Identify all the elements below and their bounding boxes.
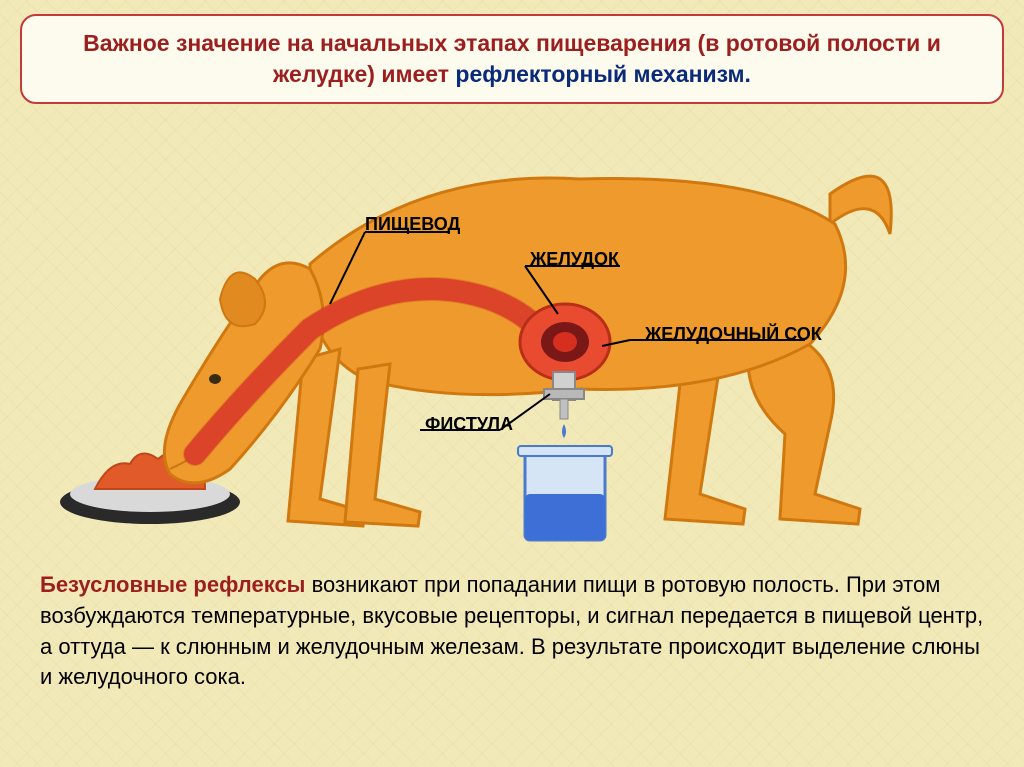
beaker xyxy=(518,446,612,540)
diagram-area: ПИЩЕВОД ЖЕЛУДОК ЖЕЛУДОЧНЫЙ СОК ФИСТУЛА xyxy=(20,114,1004,564)
label-gastric-juice: ЖЕЛУДОЧНЫЙ СОК xyxy=(645,324,822,345)
label-fistula: ФИСТУЛА xyxy=(425,414,513,435)
label-stomach: ЖЕЛУДОК xyxy=(530,249,619,270)
label-esophagus: ПИЩЕВОД xyxy=(365,214,460,235)
bottom-bold: Безусловные рефлексы xyxy=(40,572,305,597)
stomach xyxy=(520,304,610,380)
dog-diagram-svg xyxy=(20,114,1000,564)
header-box: Важное значение на начальных этапах пище… xyxy=(20,14,1004,104)
header-blue-span: рефлекторный механизм. xyxy=(455,61,751,87)
bottom-text: Безусловные рефлексы возникают при попад… xyxy=(20,564,1004,693)
